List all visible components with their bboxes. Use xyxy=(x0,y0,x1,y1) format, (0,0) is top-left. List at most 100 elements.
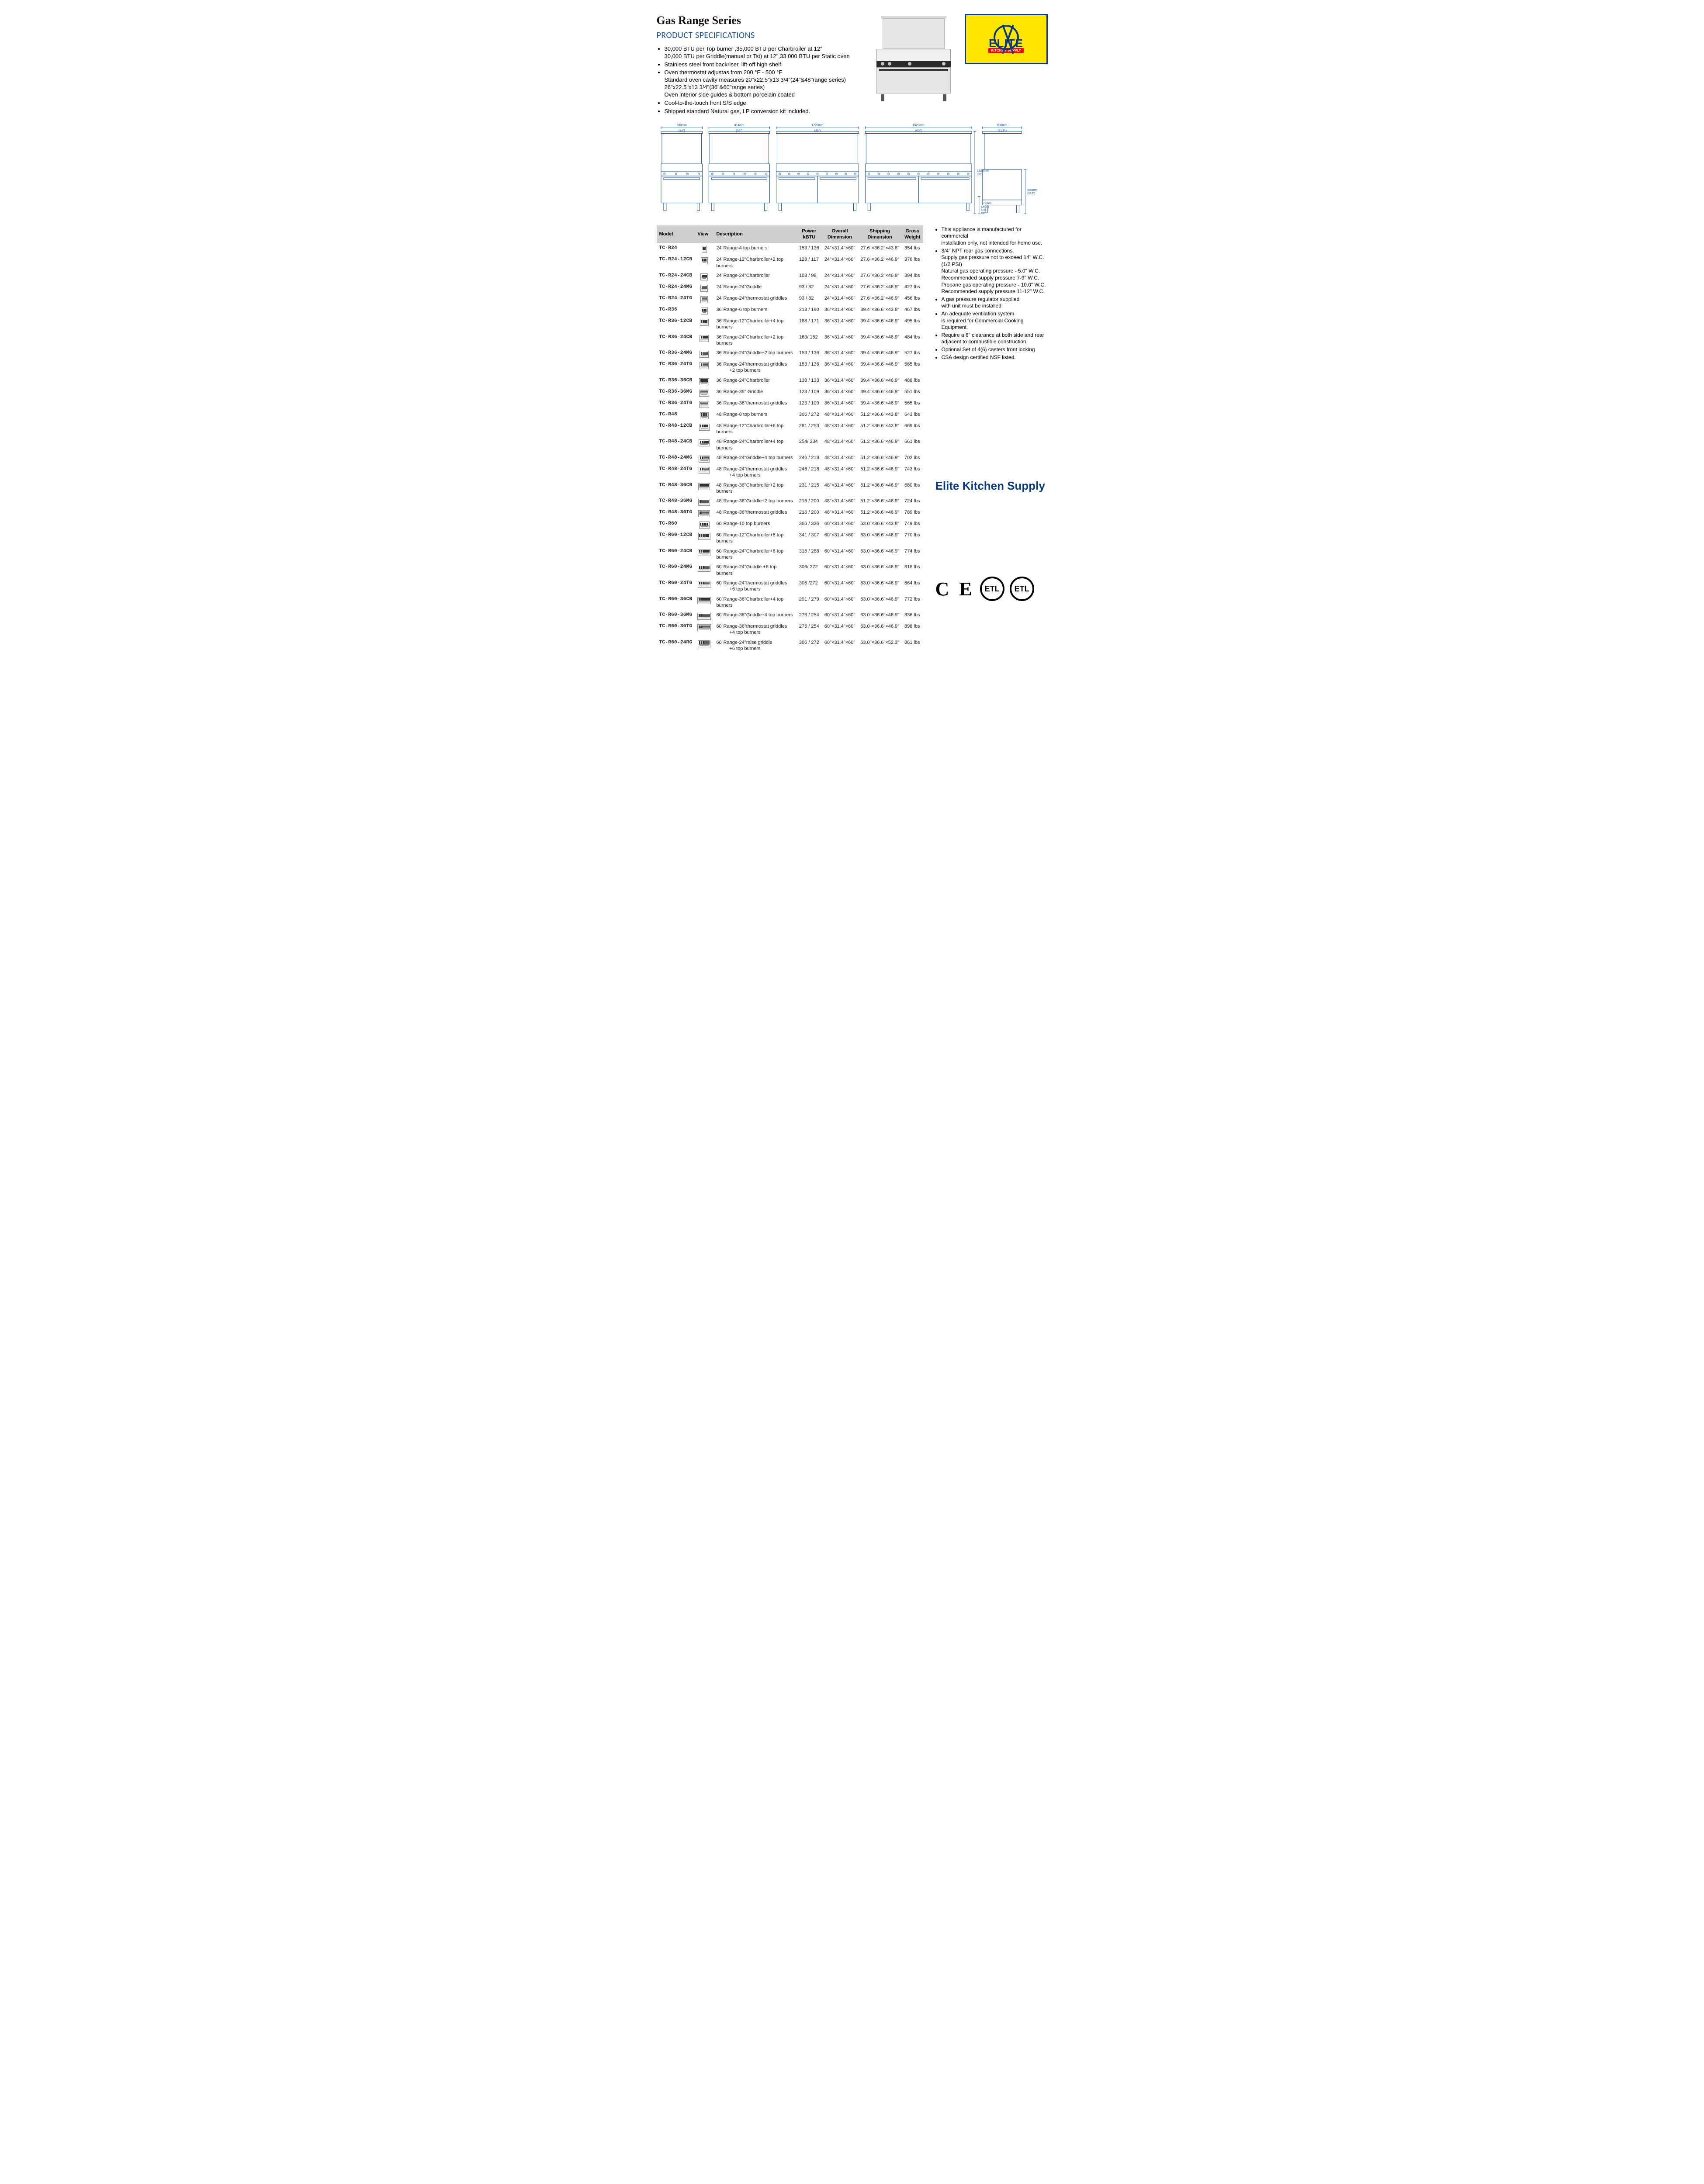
cell-ship: 63.0"×36.6"×43.8" xyxy=(858,519,902,530)
cell-power: 254/ 234 xyxy=(797,437,822,453)
cell-view xyxy=(695,294,713,305)
cell-overall: 48"×31.4"×60" xyxy=(822,464,858,480)
cell-weight: 818 lbs xyxy=(902,562,923,578)
spec-bullet: 30,000 BTU per Top burner ,35,000 BTU pe… xyxy=(665,45,864,60)
svg-text:Inlet: Inlet xyxy=(981,212,986,214)
table-row: TC-R60-24CB60"Range-24"Charbroiler+6 top… xyxy=(657,546,923,563)
cell-power: 123 / 109 xyxy=(797,387,822,398)
cell-view xyxy=(695,332,713,349)
cell-ship: 27.6"×36.2"×46.9" xyxy=(858,282,902,294)
view-icon xyxy=(698,483,710,490)
cell-model: TC-R24-24CB xyxy=(657,271,695,282)
cell-view xyxy=(695,464,713,480)
cell-overall: 24"×31.4"×60" xyxy=(822,294,858,305)
cell-model: TC-R60-36CB xyxy=(657,594,695,611)
cell-desc: 24"Range-24"Griddle xyxy=(713,282,796,294)
cell-weight: 702 lbs xyxy=(902,453,923,464)
table-row: TC-R2424"Range-4 top burners153 / 13624"… xyxy=(657,243,923,255)
cell-view xyxy=(695,530,713,546)
spec-bullet: Shipped standard Natural gas, LP convers… xyxy=(665,108,864,115)
cell-model: TC-R60-24TG xyxy=(657,578,695,594)
svg-text:(48"): (48") xyxy=(814,129,821,132)
cell-weight: 864 lbs xyxy=(902,578,923,594)
view-icon xyxy=(700,412,709,419)
cell-power: 306/ 272 xyxy=(797,562,822,578)
svg-text:1520mm: 1520mm xyxy=(977,169,988,173)
view-icon xyxy=(699,439,710,446)
cell-ship: 63.0"×36.6"×46.9" xyxy=(858,562,902,578)
cell-overall: 60"×31.4"×60" xyxy=(822,546,858,563)
view-icon xyxy=(697,597,711,604)
cell-model: TC-R36-36CB xyxy=(657,376,695,387)
table-row: TC-R60-36MG60"Range-36"Griddle+4 top bur… xyxy=(657,610,923,622)
cell-ship: 39.4"×36.6"×46.9" xyxy=(858,387,902,398)
table-row: TC-R36-24MG36"Range-24"Griddle+2 top bur… xyxy=(657,348,923,359)
cell-ship: 63.0"×36.6"×46.9" xyxy=(858,622,902,638)
cell-desc: 48"Range-8 top burners xyxy=(713,410,796,421)
view-icon xyxy=(698,499,710,506)
view-icon xyxy=(698,533,710,540)
cell-weight: 551 lbs xyxy=(902,387,923,398)
cell-power: 366 / 326 xyxy=(797,519,822,530)
col-desc: Description xyxy=(713,225,796,243)
cell-overall: 60"×31.4"×60" xyxy=(822,622,858,638)
view-icon xyxy=(701,308,708,314)
view-icon xyxy=(699,456,710,463)
cell-overall: 48"×31.4"×60" xyxy=(822,480,858,497)
view-icon xyxy=(699,378,709,385)
cell-overall: 48"×31.4"×60" xyxy=(822,496,858,508)
cell-overall: 48"×31.4"×60" xyxy=(822,437,858,453)
spec-bullet: Cool-to-the-touch front S/S edge xyxy=(665,100,864,107)
cell-view xyxy=(695,519,713,530)
cell-weight: 774 lbs xyxy=(902,546,923,563)
table-row: TC-R4848"Range-8 top burners306 / 27248"… xyxy=(657,410,923,421)
cell-ship: 51.2"×36.6"×43.8" xyxy=(858,410,902,421)
cell-view xyxy=(695,305,713,316)
cell-weight: 861 lbs xyxy=(902,638,923,654)
cell-desc: 60"Range-24"thermostat griddles+6 top bu… xyxy=(713,578,796,594)
cell-ship: 51.2"×36.6"×46.9" xyxy=(858,508,902,519)
cell-ship: 63.0"×36.6"×52.3" xyxy=(858,638,902,654)
view-icon xyxy=(700,296,708,303)
cell-view xyxy=(695,410,713,421)
spec-bullet: Oven thermostat adjustas from 200 °F - 5… xyxy=(665,69,864,99)
cell-overall: 60"×31.4"×60" xyxy=(822,519,858,530)
cell-desc: 36"Range-24"Charbroiler+2 top burners xyxy=(713,332,796,349)
cell-model: TC-R48-24CB xyxy=(657,437,695,453)
cell-ship: 63.0"×36.6"×46.9" xyxy=(858,610,902,622)
cell-desc: 48"Range-24"Charbroiler+4 top burners xyxy=(713,437,796,453)
cell-power: 246 / 218 xyxy=(797,453,822,464)
table-row: TC-R60-24MG60"Range-24"Griddle +6 top bu… xyxy=(657,562,923,578)
cell-overall: 48"×31.4"×60" xyxy=(822,421,858,437)
cell-ship: 51.2"×36.6"×46.9" xyxy=(858,464,902,480)
view-icon xyxy=(698,640,710,647)
cell-desc: 48"Range-36"Griddle+2 top burners xyxy=(713,496,796,508)
note-bullet: Optional Set of 4(6) casters,front locki… xyxy=(942,346,1048,353)
cell-model: TC-R36-24CB xyxy=(657,332,695,349)
view-icon xyxy=(700,273,708,280)
cell-weight: 394 lbs xyxy=(902,271,923,282)
cell-overall: 36"×31.4"×60" xyxy=(822,387,858,398)
cell-power: 93 / 82 xyxy=(797,282,822,294)
cell-power: 153 / 136 xyxy=(797,348,822,359)
cell-power: 153 / 136 xyxy=(797,243,822,255)
col-model: Model xyxy=(657,225,695,243)
cell-model: TC-R36 xyxy=(657,305,695,316)
cell-model: TC-R48-36TG xyxy=(657,508,695,519)
svg-text:(37.6"): (37.6") xyxy=(1027,193,1035,195)
cell-overall: 36"×31.4"×60" xyxy=(822,348,858,359)
cell-power: 316 / 288 xyxy=(797,546,822,563)
view-icon xyxy=(699,522,710,529)
spec-bullet: Stainless steel front backriser, lift-of… xyxy=(665,61,864,69)
header-text-block: Gas Range Series PRODUCT SPECIFICATIONS … xyxy=(657,13,864,116)
cell-ship: 27.6"×36.2"×46.9" xyxy=(858,294,902,305)
cell-ship: 27.6"×36.2"×43.8" xyxy=(858,243,902,255)
svg-text:955mm: 955mm xyxy=(1027,189,1037,192)
cell-desc: 24"Range-24"Charbroiler xyxy=(713,271,796,282)
cell-model: TC-R36-24MG xyxy=(657,348,695,359)
cell-power: 128 / 117 xyxy=(797,255,822,271)
cell-weight: 467 lbs xyxy=(902,305,923,316)
table-row: TC-R48-24TG48"Range-24"thermostat griddl… xyxy=(657,464,923,480)
note-bullet: A gas pressure regulator suppliedwith un… xyxy=(942,296,1048,310)
cell-power: 123 / 109 xyxy=(797,398,822,410)
